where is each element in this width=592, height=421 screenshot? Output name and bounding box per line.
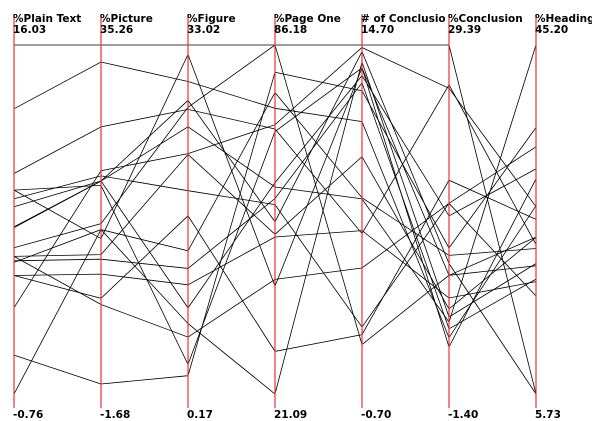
axis-name-6: %Heading: [535, 13, 592, 25]
axis-min-0: -0.76: [13, 409, 43, 421]
axis-max-5: 29.39: [448, 24, 481, 36]
axis-max-6: 45.20: [535, 24, 568, 36]
axis-min-6: 5.73: [535, 409, 561, 421]
axis-max-1: 35.26: [100, 24, 133, 36]
axis-min-5: -1.40: [448, 409, 478, 421]
axis-name-4: # of Conclusio: [361, 13, 446, 25]
axis-max-4: 14.70: [361, 24, 394, 36]
axis-name-5: %Conclusion: [448, 13, 523, 25]
axis-min-1: -1.68: [100, 409, 130, 421]
axis-min-2: 0.17: [187, 409, 213, 421]
axis-name-3: %Page One: [274, 13, 341, 25]
axis-min-3: 21.09: [274, 409, 307, 421]
axis-max-3: 86.18: [274, 24, 307, 36]
axis-min-4: -0.70: [361, 409, 391, 421]
axis-name-0: %Plain Text: [13, 13, 81, 25]
axis-max-0: 16.03: [13, 24, 46, 36]
axis-max-2: 33.02: [187, 24, 220, 36]
axis-name-2: %Figure: [187, 13, 236, 25]
axis-name-1: %Picture: [100, 13, 153, 25]
